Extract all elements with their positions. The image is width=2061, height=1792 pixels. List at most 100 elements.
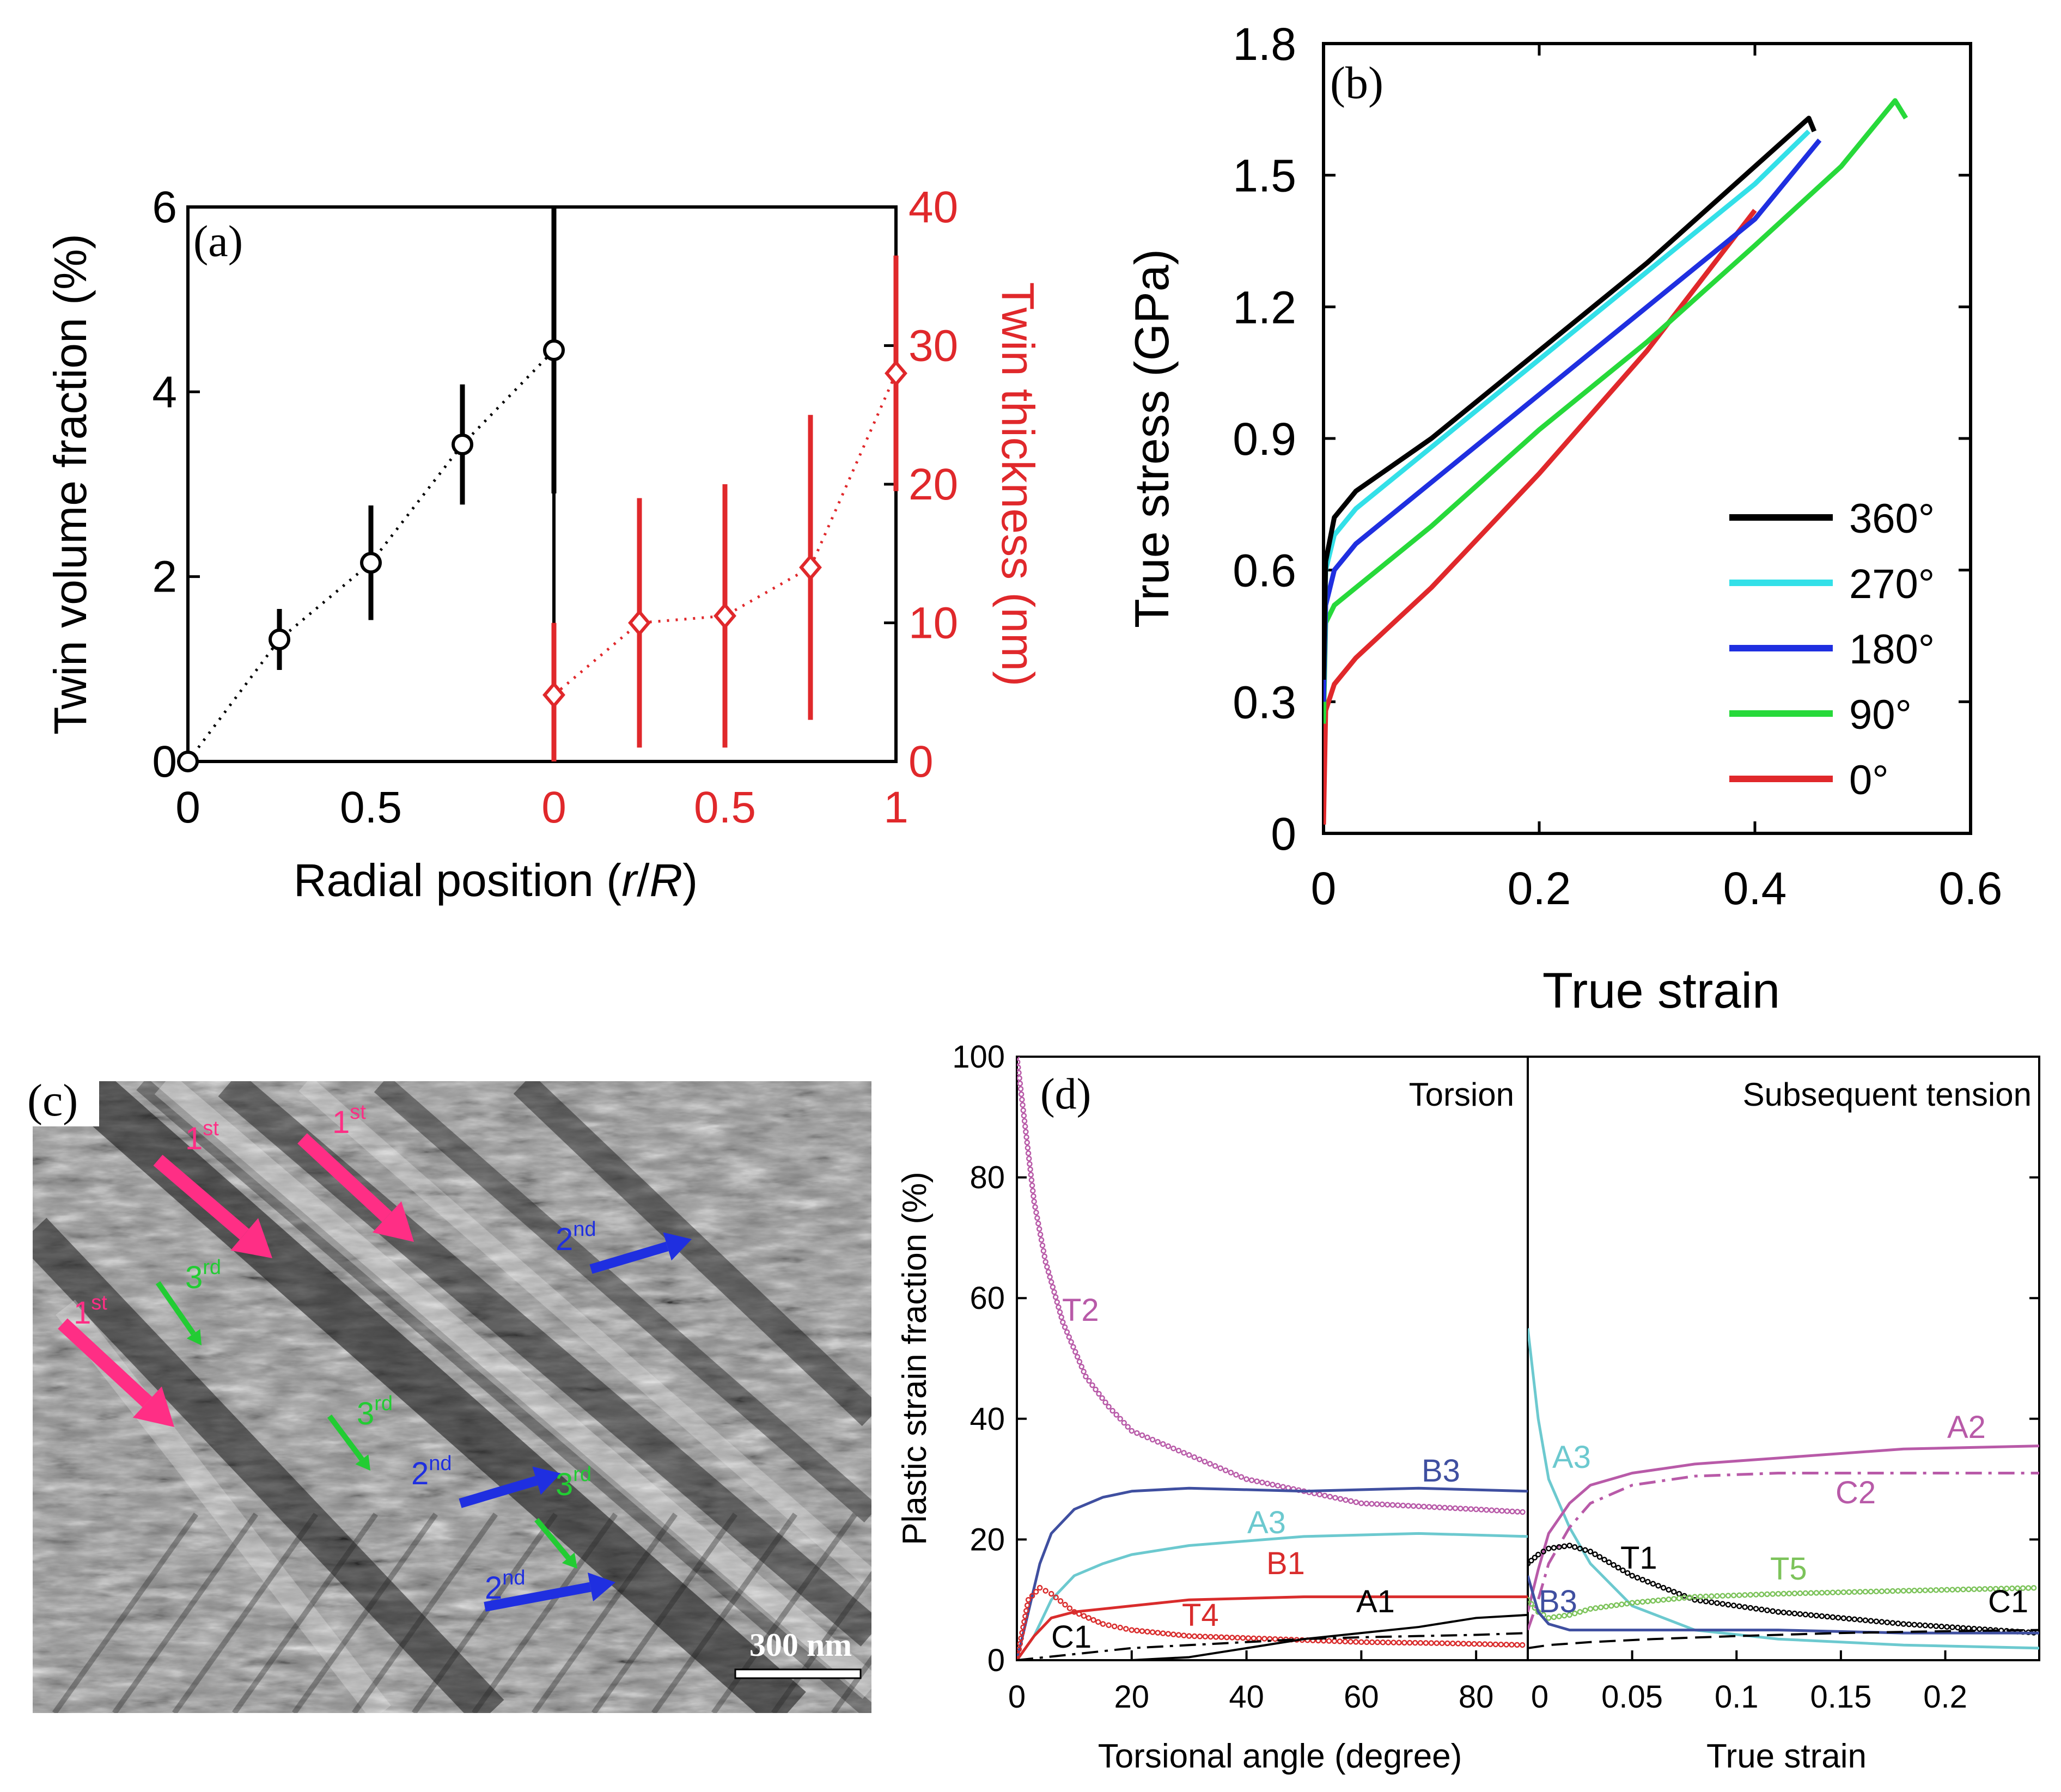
d-series-dot xyxy=(1736,1592,1742,1598)
d-series-dot xyxy=(1742,1592,1748,1598)
d-series-dot xyxy=(1412,1639,1418,1646)
d-series-dot xyxy=(1900,1588,1907,1594)
d-series-dot xyxy=(1029,1183,1035,1188)
d-series-dot xyxy=(1045,1269,1052,1275)
d-series-dot xyxy=(1857,1617,1863,1623)
d-series-dot xyxy=(1170,1445,1176,1452)
d-ytick-label: 20 xyxy=(969,1522,1005,1557)
d-series-dot xyxy=(1245,1635,1252,1641)
d-series-dot xyxy=(1089,1382,1095,1388)
d-series-line xyxy=(1017,1632,1528,1660)
d-series-dot xyxy=(1038,1237,1045,1243)
d-series-line xyxy=(1528,1328,2039,1650)
d-left-series-label: B3 xyxy=(1422,1453,1460,1489)
d-series-dot xyxy=(1535,1551,1541,1558)
d-series-dot xyxy=(1358,1500,1364,1507)
d-series-dot xyxy=(1797,1590,1803,1596)
panel-a-ticks: 0 2 4 6 0 10 20 30 40 0 0.5 0 0.5 1 xyxy=(152,182,958,832)
d-series-dot xyxy=(1660,1584,1667,1591)
d-series-dot xyxy=(1460,1641,1467,1647)
d-series-dot xyxy=(1725,1593,1731,1599)
d-series-dot xyxy=(1417,1640,1424,1646)
d-series-line xyxy=(1017,1486,1528,1660)
d-series-dot xyxy=(1949,1587,1955,1593)
panel-d-right-xlabel: True strain xyxy=(1706,1738,1867,1775)
panel-b-legend: 360° 270° 180° 90° 0° xyxy=(1729,496,1935,803)
d-series-dot xyxy=(1054,1299,1060,1305)
a-xtick-label-red: 0 xyxy=(541,783,566,832)
b-ytick-label: 1.5 xyxy=(1233,150,1296,202)
d-ytick-label: 100 xyxy=(952,1039,1005,1075)
d-series-dot xyxy=(1444,1640,1450,1647)
d-series-dot xyxy=(1791,1611,1798,1617)
d-series-dot xyxy=(1134,1628,1140,1633)
d-series-dot xyxy=(1358,1639,1364,1645)
micrograph-cross-band xyxy=(771,1570,871,1713)
d-series-dot xyxy=(1873,1588,1880,1595)
a-point-red xyxy=(714,602,736,630)
d-series-dot xyxy=(2030,1585,2037,1591)
d-series-dot xyxy=(1102,1399,1108,1405)
d-series-dot xyxy=(1170,1631,1176,1637)
b-xtick-label: 0 xyxy=(1311,863,1337,914)
a-xtick-label-red: 1 xyxy=(883,783,908,832)
d-series-dot xyxy=(1587,1549,1594,1555)
d-series-dot xyxy=(1041,1253,1048,1259)
micrograph-arrow-label: 1st xyxy=(74,1291,107,1331)
d-series-dot xyxy=(1601,1557,1607,1563)
d-series-dot xyxy=(1608,1603,1614,1609)
d-series-dot xyxy=(1955,1587,1961,1593)
d-series-line xyxy=(1528,1472,2039,1631)
micrograph-arrow-head xyxy=(663,1232,692,1261)
d-series-dot xyxy=(1619,1601,1625,1607)
micrograph-cross-band xyxy=(351,1513,498,1713)
d-right-series-label: T5 xyxy=(1770,1551,1807,1587)
micrograph-arrow-head xyxy=(355,1454,370,1471)
panel-c-label: (c) xyxy=(27,1075,78,1126)
d-series-dot xyxy=(1955,1624,1961,1631)
d-series-dot xyxy=(1900,1621,1907,1627)
d-series-line xyxy=(1017,1595,1528,1660)
d-left-xtick-label: 20 xyxy=(1114,1679,1150,1715)
d-series-dot xyxy=(1624,1600,1630,1607)
d-series-dot xyxy=(1478,1507,1484,1513)
d-series-dot xyxy=(1400,1502,1406,1509)
b-series-line xyxy=(1324,98,1908,724)
d-series-dot xyxy=(1410,1503,1417,1509)
d-series-dot xyxy=(1593,1605,1599,1611)
d-series-dot xyxy=(1020,1107,1026,1113)
d-series-dot xyxy=(1650,1598,1656,1604)
d-series-dot xyxy=(1551,1614,1557,1620)
d-series-dot xyxy=(1337,1496,1344,1502)
d-series-dot xyxy=(1802,1590,1809,1596)
d-right-series-label: C1 xyxy=(1988,1584,2028,1619)
panel-c: (c) 1st 1st 1st 2nd 2nd 2nd 3rd 3rd 3rd 300 nm xyxy=(23,1072,871,1713)
micrograph-arrow-head xyxy=(532,1466,561,1495)
d-series-dot xyxy=(1571,1610,1578,1617)
d-series-dot xyxy=(1423,1640,1429,1646)
d-series-dot xyxy=(1528,1561,1531,1567)
d-series-dot xyxy=(1025,1145,1031,1151)
d-series-dot xyxy=(1719,1593,1725,1599)
d-series-dot xyxy=(1911,1622,1918,1628)
d-series-dot xyxy=(1139,1628,1145,1634)
d-series-dot xyxy=(1191,1454,1198,1460)
panel-d-left-lines xyxy=(1017,1057,1528,1660)
d-series-dot xyxy=(1982,1586,1988,1592)
micrograph-arrow-head xyxy=(230,1218,272,1258)
panel-d-series-labels: T2 B3 A3 B1 T4 A1 C1 A3 A2 C2 T1 T5 B3 C1 xyxy=(1051,1293,2028,1655)
micrograph-arrow-label: 1st xyxy=(185,1117,219,1156)
panel-a-frame xyxy=(186,205,898,763)
d-series-dot xyxy=(1191,1633,1198,1639)
d-series-dot xyxy=(1434,1640,1440,1646)
d-series-dot xyxy=(1066,1605,1073,1611)
d-series-dot xyxy=(1327,1494,1333,1500)
d-series-dot xyxy=(1645,1598,1651,1605)
d-series-dot xyxy=(1020,1102,1026,1108)
d-series-dot xyxy=(1024,1602,1030,1608)
d-series-dot xyxy=(1730,1602,1737,1608)
d-series-dot xyxy=(1725,1601,1731,1608)
d-series-dot xyxy=(1021,1113,1027,1119)
d-series-dot xyxy=(1181,1632,1187,1638)
